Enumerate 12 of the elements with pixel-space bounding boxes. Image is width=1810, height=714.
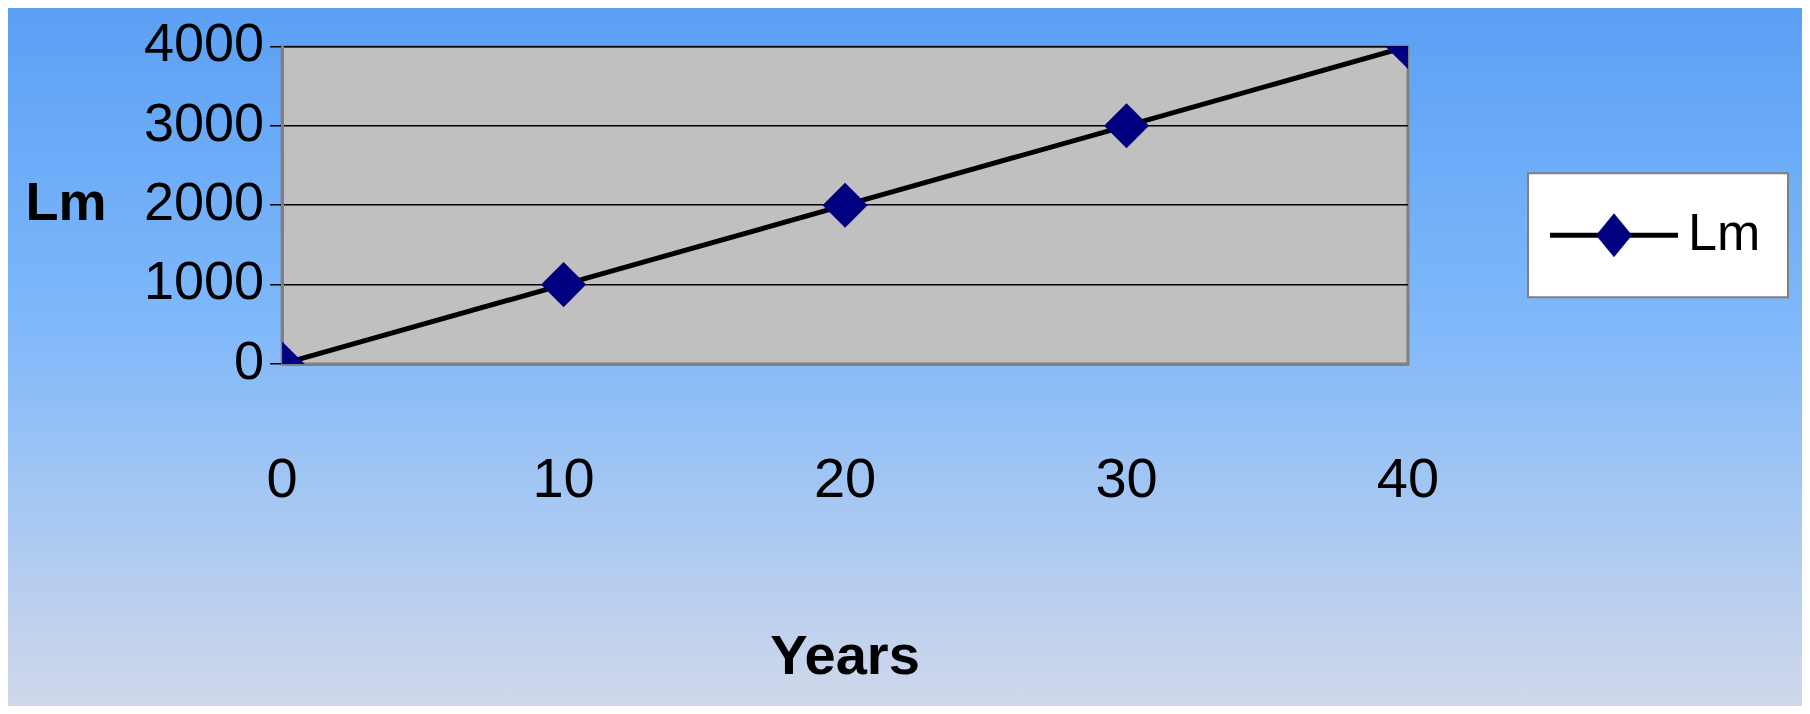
y-axis-title: Lm	[25, 171, 107, 232]
x-tick-label: 40	[1376, 446, 1440, 510]
x-axis-title: Years	[770, 622, 920, 686]
y-tick-label: 2000	[143, 171, 265, 232]
x-tick-label: 30	[1095, 446, 1158, 510]
legend-label: Lm	[1688, 202, 1761, 261]
y-tick-label: 4000	[143, 12, 265, 73]
x-tick-label: 10	[532, 446, 595, 510]
y-tick-label: 1000	[143, 250, 265, 311]
y-tick-label: 3000	[143, 91, 265, 152]
x-tick-label: 20	[813, 446, 877, 510]
y-tick-label: 0	[234, 329, 265, 390]
